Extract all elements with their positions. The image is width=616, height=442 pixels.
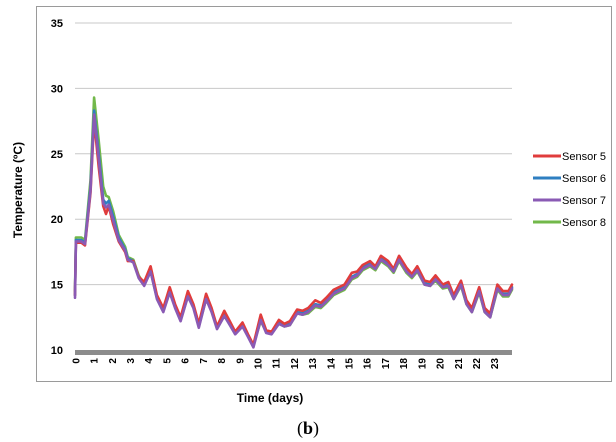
x-tick-label: 8 <box>217 358 228 364</box>
caption-label: b <box>302 418 313 438</box>
x-tick-label: 4 <box>144 358 155 364</box>
x-tick-label: 21 <box>454 358 465 370</box>
y-tick-labels: 10 15 20 25 30 35 <box>51 18 63 357</box>
x-tick-label: 16 <box>363 358 374 370</box>
x-tick-label: 3 <box>126 358 137 364</box>
x-tick-label: 12 <box>290 358 301 370</box>
x-tick-label: 14 <box>326 358 337 370</box>
caption-open: ( <box>296 418 303 438</box>
legend-label: Sensor 8 <box>562 217 606 229</box>
x-tick-label: 1 <box>90 358 101 364</box>
x-axis-title: Time (days) <box>237 391 303 405</box>
series-lines <box>73 96 514 349</box>
y-tick-label: 10 <box>51 345 63 357</box>
x-tick-label: 9 <box>235 358 246 364</box>
x-tick-label: 7 <box>199 358 210 364</box>
caption-close: ) <box>313 418 319 438</box>
legend: Sensor 5 Sensor 6 Sensor 7 Sensor 8 <box>533 151 606 229</box>
x-tick-label: 2 <box>108 358 119 364</box>
x-tick-label: 13 <box>308 358 319 370</box>
x-tick-label: 20 <box>436 358 447 370</box>
y-axis-title: Temperature (ºC) <box>11 142 25 238</box>
chart-area <box>36 6 612 382</box>
x-tick-label: 5 <box>162 358 173 364</box>
gridlines <box>75 22 512 286</box>
x-tick-label: 22 <box>472 358 483 370</box>
x-tick-label: 19 <box>417 358 428 370</box>
series-line-sensor-8 <box>73 96 514 347</box>
legend-label: Sensor 5 <box>562 151 606 163</box>
x-tick-labels: 0 1 2 3 4 5 6 7 8 9 10 11 12 13 14 15 16 17 18 19 20 21 22 23 <box>71 358 501 370</box>
x-tick-label: 17 <box>381 358 392 370</box>
x-axis-line <box>75 350 512 355</box>
legend-label: Sensor 7 <box>562 195 606 207</box>
y-tick-label: 20 <box>51 214 63 226</box>
series-line-sensor-6 <box>73 109 514 348</box>
x-tick-label: 18 <box>399 358 410 370</box>
figure-caption: (b) <box>0 418 616 439</box>
x-tick-label: 10 <box>253 358 264 370</box>
x-tick-label: 6 <box>181 358 192 364</box>
series-line-sensor-7 <box>73 113 514 349</box>
x-tick-label: 15 <box>345 358 356 370</box>
y-tick-label: 15 <box>51 280 63 292</box>
x-axis-band <box>75 350 512 355</box>
legend-label: Sensor 6 <box>562 173 606 185</box>
x-tick-label: 11 <box>272 358 283 369</box>
x-tick-label: 23 <box>490 358 501 370</box>
x-tick-label: 0 <box>71 358 82 364</box>
y-tick-label: 30 <box>51 83 63 95</box>
y-tick-label: 25 <box>51 149 63 161</box>
y-tick-label: 35 <box>51 18 63 30</box>
